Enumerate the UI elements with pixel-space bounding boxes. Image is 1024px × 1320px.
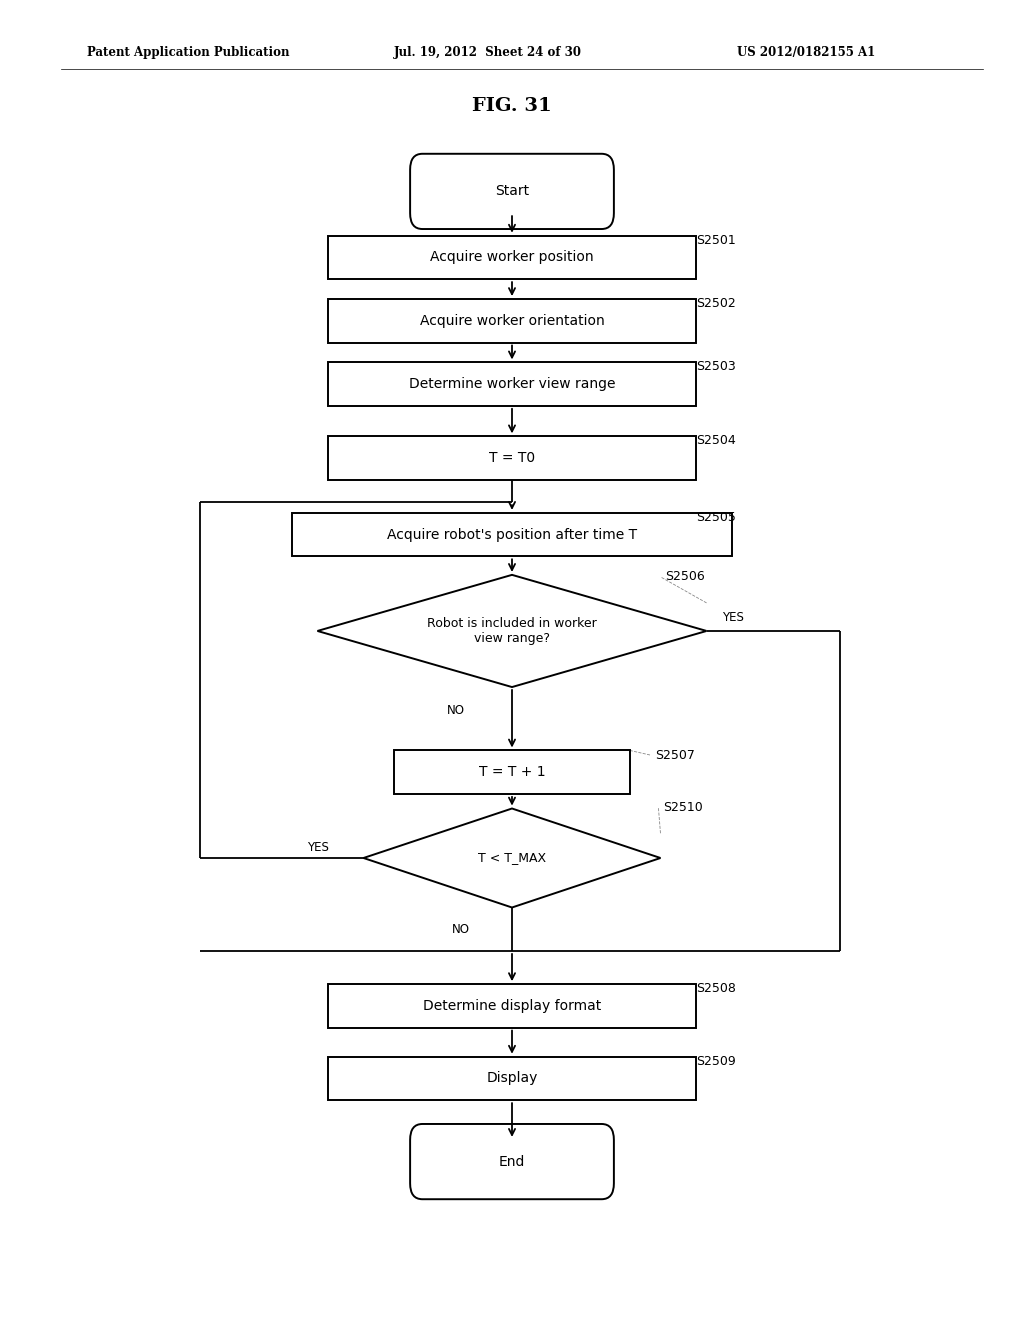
Bar xyxy=(394,750,630,795)
Text: NO: NO xyxy=(452,924,470,936)
Text: YES: YES xyxy=(307,841,329,854)
Text: FIG. 31: FIG. 31 xyxy=(472,96,552,115)
Polygon shape xyxy=(317,576,707,686)
Text: Start: Start xyxy=(495,185,529,198)
FancyBboxPatch shape xyxy=(410,153,613,230)
Bar xyxy=(328,985,696,1028)
Text: NO: NO xyxy=(446,704,465,717)
Bar xyxy=(292,512,732,557)
Text: S2502: S2502 xyxy=(696,297,736,310)
Bar xyxy=(328,362,696,407)
Text: Determine worker view range: Determine worker view range xyxy=(409,378,615,391)
Text: T < T_MAX: T < T_MAX xyxy=(478,851,546,865)
FancyBboxPatch shape xyxy=(410,1125,613,1199)
Text: End: End xyxy=(499,1155,525,1168)
Bar xyxy=(328,235,696,279)
Text: S2504: S2504 xyxy=(696,434,736,447)
Text: Acquire worker position: Acquire worker position xyxy=(430,251,594,264)
Text: Determine display format: Determine display format xyxy=(423,999,601,1012)
Text: US 2012/0182155 A1: US 2012/0182155 A1 xyxy=(737,46,876,59)
Text: Jul. 19, 2012  Sheet 24 of 30: Jul. 19, 2012 Sheet 24 of 30 xyxy=(394,46,583,59)
Text: Display: Display xyxy=(486,1072,538,1085)
Text: S2507: S2507 xyxy=(655,748,695,762)
Text: T = T0: T = T0 xyxy=(488,451,536,465)
Bar xyxy=(328,1056,696,1101)
Text: S2503: S2503 xyxy=(696,360,736,374)
Text: Acquire robot's position after time T: Acquire robot's position after time T xyxy=(387,528,637,541)
Text: T = T + 1: T = T + 1 xyxy=(478,766,546,779)
Bar xyxy=(328,436,696,479)
Bar xyxy=(328,298,696,342)
Text: S2510: S2510 xyxy=(664,801,703,814)
Text: Robot is included in worker
view range?: Robot is included in worker view range? xyxy=(427,616,597,645)
Text: S2506: S2506 xyxy=(666,570,706,583)
Text: Acquire worker orientation: Acquire worker orientation xyxy=(420,314,604,327)
Text: S2505: S2505 xyxy=(696,511,736,524)
Text: Patent Application Publication: Patent Application Publication xyxy=(87,46,290,59)
Text: YES: YES xyxy=(722,611,743,624)
Text: S2501: S2501 xyxy=(696,234,736,247)
Polygon shape xyxy=(364,808,660,908)
Text: S2508: S2508 xyxy=(696,982,736,995)
Text: S2509: S2509 xyxy=(696,1055,736,1068)
